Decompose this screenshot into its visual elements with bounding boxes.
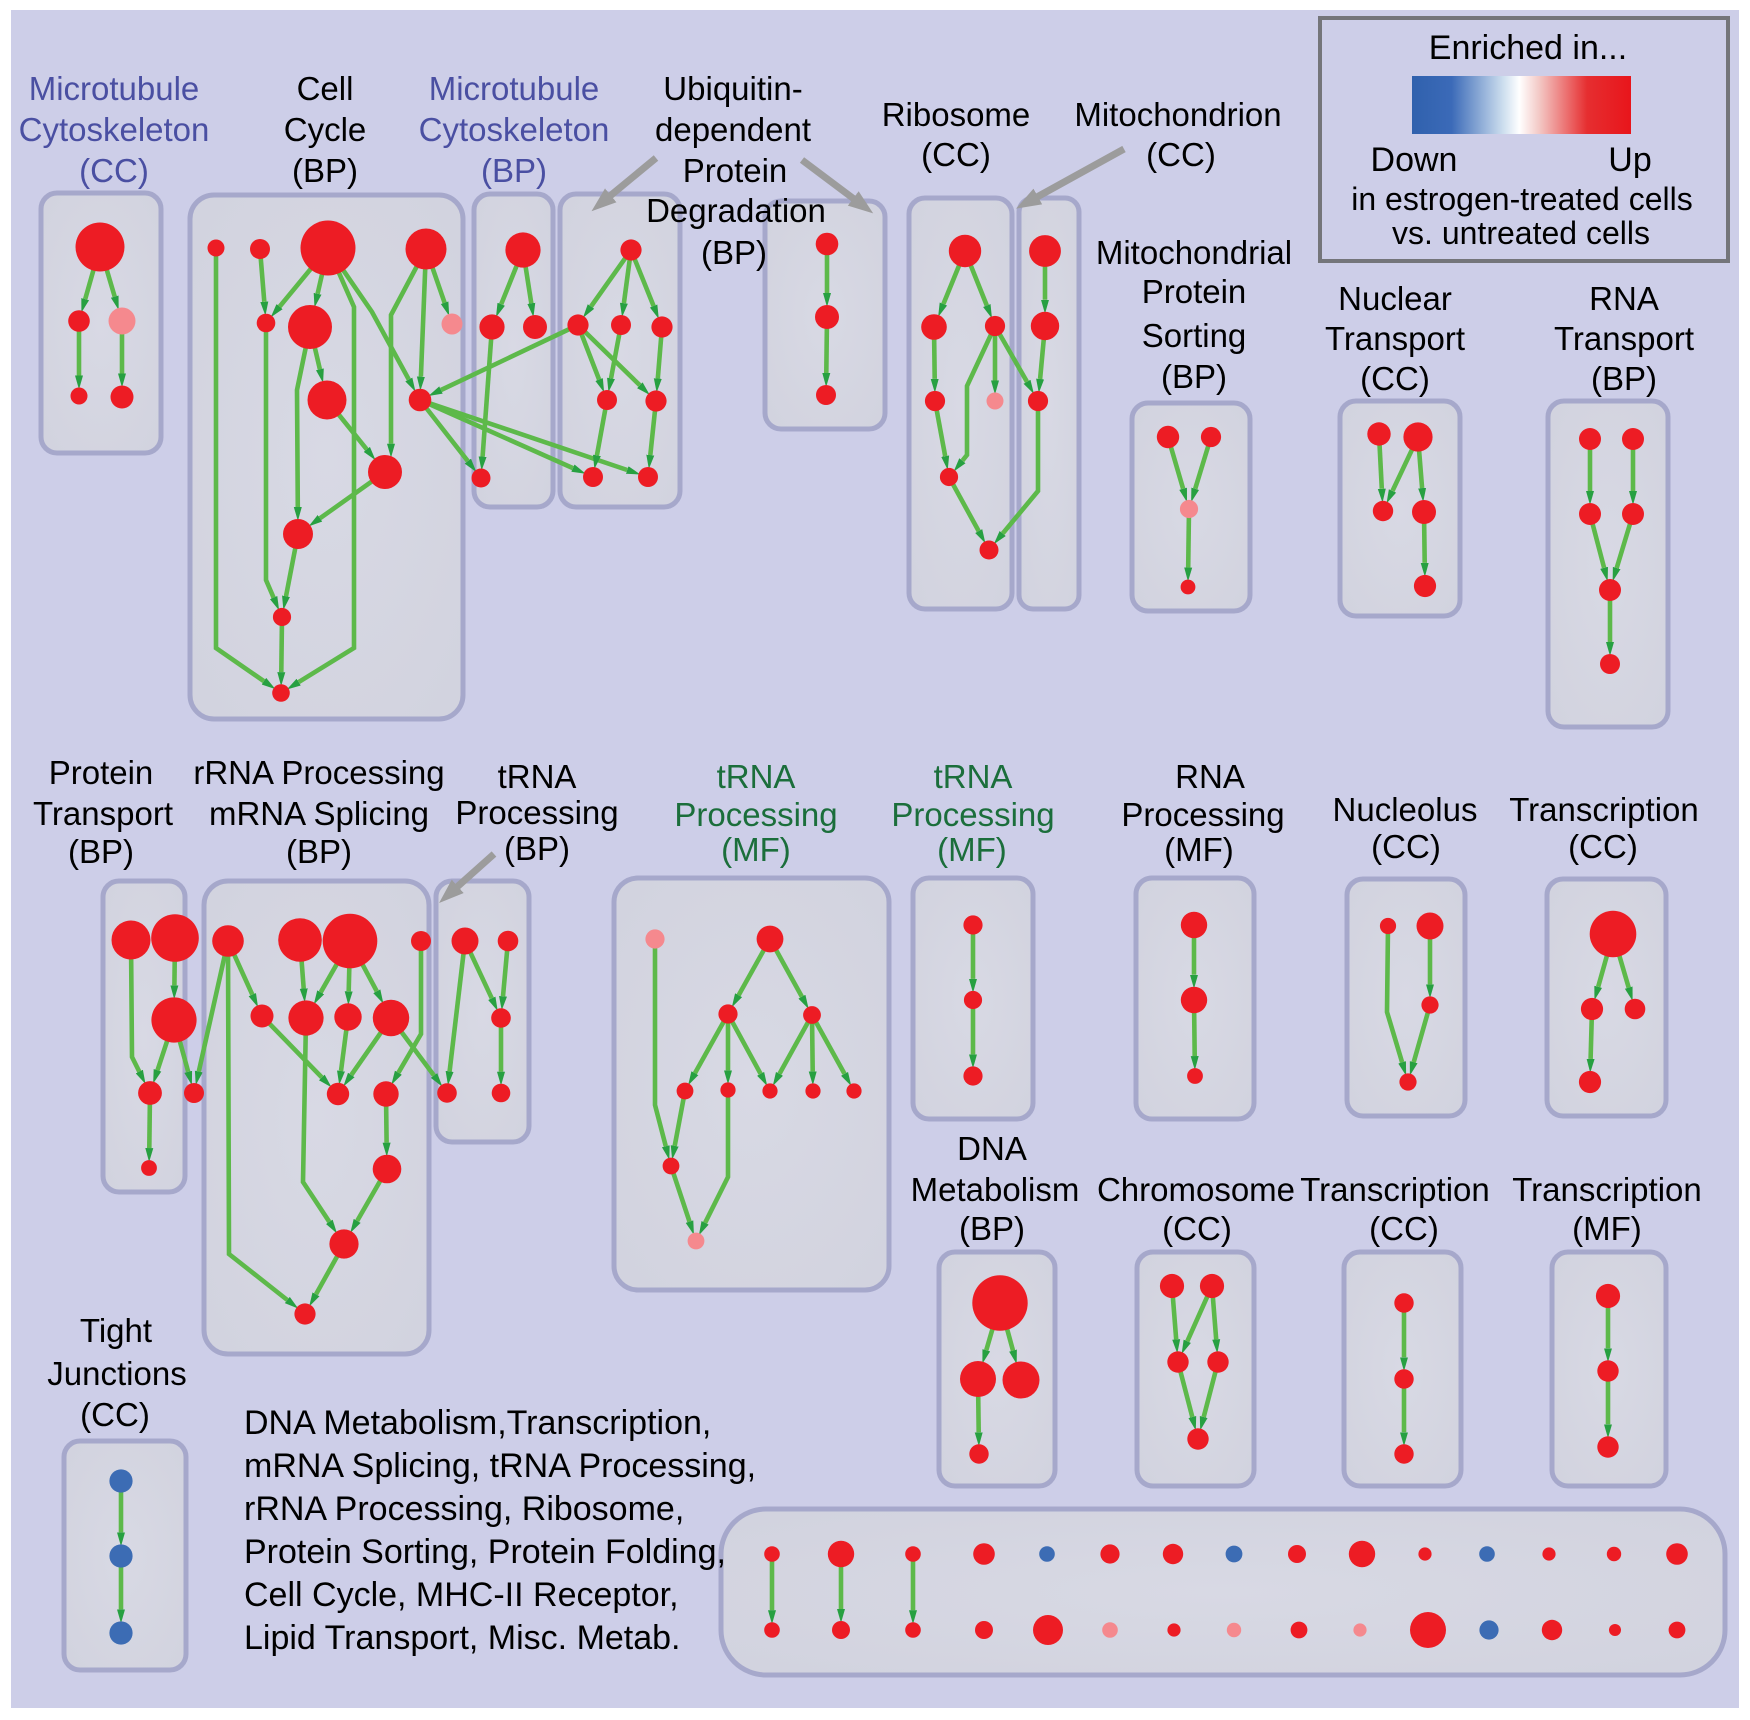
svg-text:(BP): (BP) (292, 152, 358, 189)
svg-text:rRNA Processing: rRNA Processing (193, 754, 444, 791)
svg-text:(CC): (CC) (1369, 1210, 1439, 1247)
svg-text:Degradation: Degradation (646, 192, 826, 229)
svg-text:Protein Sorting, Protein Foldi: Protein Sorting, Protein Folding, (244, 1533, 726, 1571)
svg-text:Processing: Processing (1121, 796, 1284, 833)
svg-text:(CC): (CC) (1360, 360, 1430, 397)
svg-text:Mitochondrion: Mitochondrion (1074, 96, 1281, 133)
svg-text:Nuclear: Nuclear (1338, 280, 1452, 317)
svg-text:(CC): (CC) (1568, 828, 1638, 865)
svg-text:Transport: Transport (1325, 320, 1465, 357)
svg-text:DNA: DNA (957, 1130, 1027, 1167)
svg-text:Ribosome: Ribosome (882, 96, 1031, 133)
svg-text:dependent: dependent (655, 111, 811, 148)
svg-text:(CC): (CC) (1162, 1210, 1232, 1247)
svg-text:(CC): (CC) (79, 152, 149, 189)
svg-text:Enriched in...: Enriched in... (1429, 29, 1627, 67)
svg-text:Microtubule: Microtubule (29, 70, 200, 107)
svg-text:Cell: Cell (297, 70, 354, 107)
svg-text:Lipid Transport, Misc. Metab.: Lipid Transport, Misc. Metab. (244, 1619, 681, 1657)
svg-text:Protein: Protein (1142, 273, 1247, 310)
svg-text:in estrogen-treated cells: in estrogen-treated cells (1351, 181, 1693, 217)
svg-text:Protein: Protein (49, 754, 154, 791)
svg-text:Nucleolus: Nucleolus (1333, 791, 1478, 828)
svg-text:Cytoskeleton: Cytoskeleton (19, 111, 210, 148)
svg-text:RNA: RNA (1589, 280, 1659, 317)
svg-text:(CC): (CC) (1146, 136, 1216, 173)
svg-text:(CC): (CC) (1371, 828, 1441, 865)
svg-text:Transcription: Transcription (1509, 791, 1699, 828)
svg-text:(BP): (BP) (481, 152, 547, 189)
svg-text:mRNA Splicing, tRNA Processing: mRNA Splicing, tRNA Processing, (244, 1447, 756, 1485)
svg-text:Junctions: Junctions (47, 1355, 186, 1392)
svg-text:Up: Up (1608, 141, 1651, 179)
svg-text:(MF): (MF) (1572, 1210, 1642, 1247)
svg-text:(BP): (BP) (504, 830, 570, 867)
svg-text:tRNA: tRNA (717, 758, 796, 795)
svg-text:(BP): (BP) (1161, 358, 1227, 395)
svg-text:Ubiquitin-: Ubiquitin- (663, 70, 802, 107)
svg-text:Mitochondrial: Mitochondrial (1096, 234, 1292, 271)
svg-text:(CC): (CC) (80, 1396, 150, 1433)
svg-text:DNA Metabolism,Transcription,: DNA Metabolism,Transcription, (244, 1404, 711, 1442)
svg-text:tRNA: tRNA (498, 758, 577, 795)
svg-text:Processing: Processing (891, 796, 1054, 833)
svg-text:(MF): (MF) (721, 831, 791, 868)
svg-text:(CC): (CC) (921, 136, 991, 173)
svg-text:(BP): (BP) (959, 1210, 1025, 1247)
svg-text:Tight: Tight (80, 1312, 152, 1349)
svg-text:Protein: Protein (683, 152, 788, 189)
svg-text:Transcription: Transcription (1512, 1171, 1702, 1208)
svg-text:Cycle: Cycle (284, 111, 367, 148)
svg-text:Sorting: Sorting (1142, 317, 1247, 354)
svg-text:Cytoskeleton: Cytoskeleton (419, 111, 610, 148)
svg-text:Metabolism: Metabolism (911, 1171, 1080, 1208)
svg-text:mRNA Splicing: mRNA Splicing (209, 795, 429, 832)
svg-text:Down: Down (1371, 141, 1458, 179)
svg-text:Cell Cycle, MHC-II Receptor,: Cell Cycle, MHC-II Receptor, (244, 1576, 679, 1614)
svg-text:Processing: Processing (674, 796, 837, 833)
svg-text:Transport: Transport (33, 795, 173, 832)
svg-text:(MF): (MF) (937, 831, 1007, 868)
svg-text:Chromosome: Chromosome (1097, 1171, 1295, 1208)
svg-text:RNA: RNA (1175, 758, 1245, 795)
svg-text:Microtubule: Microtubule (429, 70, 600, 107)
svg-text:(BP): (BP) (68, 833, 134, 870)
svg-text:rRNA Processing, Ribosome,: rRNA Processing, Ribosome, (244, 1490, 684, 1528)
svg-text:(BP): (BP) (286, 833, 352, 870)
svg-text:Transcription: Transcription (1300, 1171, 1490, 1208)
svg-text:Processing: Processing (455, 794, 618, 831)
svg-text:Transport: Transport (1554, 320, 1694, 357)
svg-text:(BP): (BP) (1591, 360, 1657, 397)
svg-text:(BP): (BP) (701, 234, 767, 271)
svg-text:tRNA: tRNA (934, 758, 1013, 795)
svg-text:(MF): (MF) (1164, 831, 1234, 868)
svg-text:vs. untreated cells: vs. untreated cells (1392, 215, 1650, 251)
